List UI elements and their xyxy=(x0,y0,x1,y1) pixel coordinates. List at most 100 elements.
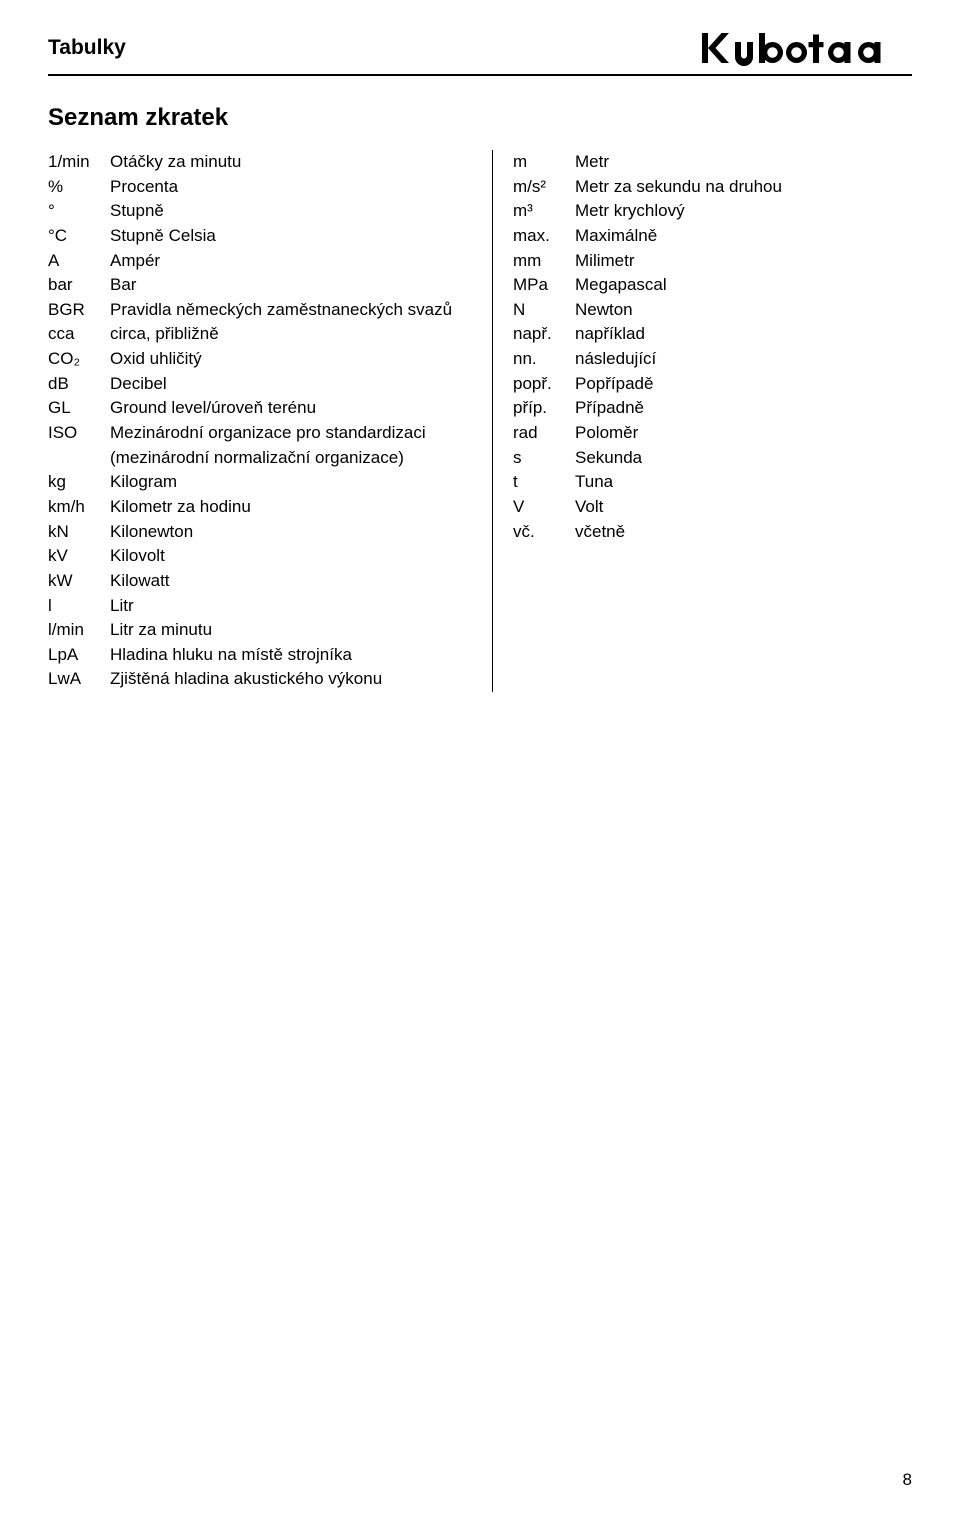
abbrev-term: např. xyxy=(513,322,575,347)
abbrev-definition: Ampér xyxy=(110,249,472,274)
abbrev-term: ° xyxy=(48,199,110,224)
abbrev-definition: Metr za sekundu na druhou xyxy=(575,175,912,200)
abbrev-term: dB xyxy=(48,372,110,397)
abbrev-definition: Volt xyxy=(575,495,912,520)
abbrev-definition: Litr za minutu xyxy=(110,618,472,643)
abbrev-definition: Pravidla německých zaměstnaneckých svazů xyxy=(110,298,472,323)
abbrev-definition: Ground level/úroveň terénu xyxy=(110,396,472,421)
abbrev-term: kN xyxy=(48,520,110,545)
abbrev-term: km/h xyxy=(48,495,110,520)
abbrev-entry: vč.včetně xyxy=(513,520,912,545)
abbrev-term: příp. xyxy=(513,396,575,421)
abbrev-entry: km/hKilometr za hodinu xyxy=(48,495,472,520)
abbrev-entry: LwAZjištěná hladina akustického výkonu xyxy=(48,667,472,692)
abbrev-entry: kgKilogram xyxy=(48,470,472,495)
abbrev-definition: následující xyxy=(575,347,912,372)
abbrev-term: kW xyxy=(48,569,110,594)
abbrev-entry: max.Maximálně xyxy=(513,224,912,249)
abbrev-term: CO₂ xyxy=(48,347,110,372)
page: Tabulky xyxy=(0,0,960,740)
abbrev-definition: Popřípadě xyxy=(575,372,912,397)
abbrev-entry: tTuna xyxy=(513,470,912,495)
abbrev-term: kg xyxy=(48,470,110,495)
abbrev-definition: Kilogram xyxy=(110,470,472,495)
header-row: Tabulky xyxy=(48,28,912,76)
abbrev-entry: kNKilonewton xyxy=(48,520,472,545)
abbrev-term: GL xyxy=(48,396,110,421)
abbrev-entry: AAmpér xyxy=(48,249,472,274)
abbrev-definition: Litr xyxy=(110,594,472,619)
abbrev-entry: l/minLitr za minutu xyxy=(48,618,472,643)
abbrev-definition: Oxid uhličitý xyxy=(110,347,472,372)
abbrev-term: LwA xyxy=(48,667,110,692)
abbrev-entry: °CStupně Celsia xyxy=(48,224,472,249)
abbrev-entry: barBar xyxy=(48,273,472,298)
abbrev-definition: Stupně xyxy=(110,199,472,224)
abbrev-definition: například xyxy=(575,322,912,347)
abbrev-entry: popř.Popřípadě xyxy=(513,372,912,397)
abbrev-definition: Mezinárodní organizace pro standardizaci… xyxy=(110,421,472,470)
brand-logo xyxy=(702,28,912,68)
abbrev-entry: kVKilovolt xyxy=(48,544,472,569)
abbrev-term: l xyxy=(48,594,110,619)
abbrev-term: l/min xyxy=(48,618,110,643)
column-divider xyxy=(492,150,493,692)
abbrev-term: 1/min xyxy=(48,150,110,175)
abbrev-definition: Zjištěná hladina akustického výkonu xyxy=(110,667,472,692)
abbrev-term: m³ xyxy=(513,199,575,224)
abbrev-entry: MPaMegapascal xyxy=(513,273,912,298)
abbrev-term: A xyxy=(48,249,110,274)
abbrev-term: cca xyxy=(48,322,110,347)
abbrev-term: bar xyxy=(48,273,110,298)
abbrev-term: t xyxy=(513,470,575,495)
abbrev-term: kV xyxy=(48,544,110,569)
abbrev-entry: %Procenta xyxy=(48,175,472,200)
abbrev-definition: Metr krychlový xyxy=(575,199,912,224)
abbrev-definition: Hladina hluku na místě strojníka xyxy=(110,643,472,668)
abbrev-definition: Tuna xyxy=(575,470,912,495)
abbrev-entry: CO₂Oxid uhličitý xyxy=(48,347,472,372)
abbrev-entry: mMetr xyxy=(513,150,912,175)
section-title: Seznam zkratek xyxy=(48,104,912,132)
abbrev-entry: kWKilowatt xyxy=(48,569,472,594)
abbrev-term: m xyxy=(513,150,575,175)
abbrev-term: % xyxy=(48,175,110,200)
abbrev-term: mm xyxy=(513,249,575,274)
abbrev-columns: 1/minOtáčky za minutu%Procenta°Stupně°CS… xyxy=(48,150,912,692)
abbrev-entry: lLitr xyxy=(48,594,472,619)
abbrev-entry: příp.Případně xyxy=(513,396,912,421)
abbrev-definition: Kilonewton xyxy=(110,520,472,545)
abbrev-term: max. xyxy=(513,224,575,249)
abbrev-definition: Kilowatt xyxy=(110,569,472,594)
abbrev-term: vč. xyxy=(513,520,575,545)
abbrev-definition: Milimetr xyxy=(575,249,912,274)
abbrev-entry: NNewton xyxy=(513,298,912,323)
abbrev-entry: BGRPravidla německých zaměstnaneckých sv… xyxy=(48,298,472,323)
abbrev-entry: m/s²Metr za sekundu na druhou xyxy=(513,175,912,200)
page-number: 8 xyxy=(903,1470,912,1490)
abbrev-entry: např.například xyxy=(513,322,912,347)
column-right: mMetrm/s²Metr za sekundu na druhoum³Metr… xyxy=(497,150,912,692)
abbrev-definition: Sekunda xyxy=(575,446,912,471)
abbrev-term: ISO xyxy=(48,421,110,470)
abbrev-term: m/s² xyxy=(513,175,575,200)
abbrev-definition: Otáčky za minutu xyxy=(110,150,472,175)
abbrev-term: N xyxy=(513,298,575,323)
abbrev-term: V xyxy=(513,495,575,520)
abbrev-term: popř. xyxy=(513,372,575,397)
abbrev-entry: 1/minOtáčky za minutu xyxy=(48,150,472,175)
abbrev-definition: včetně xyxy=(575,520,912,545)
abbrev-entry: radPoloměr xyxy=(513,421,912,446)
abbrev-term: LpA xyxy=(48,643,110,668)
abbrev-definition: Megapascal xyxy=(575,273,912,298)
abbrev-definition: Poloměr xyxy=(575,421,912,446)
abbrev-entry: LpAHladina hluku na místě strojníka xyxy=(48,643,472,668)
column-left: 1/minOtáčky za minutu%Procenta°Stupně°CS… xyxy=(48,150,488,692)
abbrev-definition: Bar xyxy=(110,273,472,298)
abbrev-entry: VVolt xyxy=(513,495,912,520)
abbrev-term: nn. xyxy=(513,347,575,372)
abbrev-entry: GLGround level/úroveň terénu xyxy=(48,396,472,421)
abbrev-definition: Decibel xyxy=(110,372,472,397)
abbrev-definition: Newton xyxy=(575,298,912,323)
abbrev-entry: nn.následující xyxy=(513,347,912,372)
